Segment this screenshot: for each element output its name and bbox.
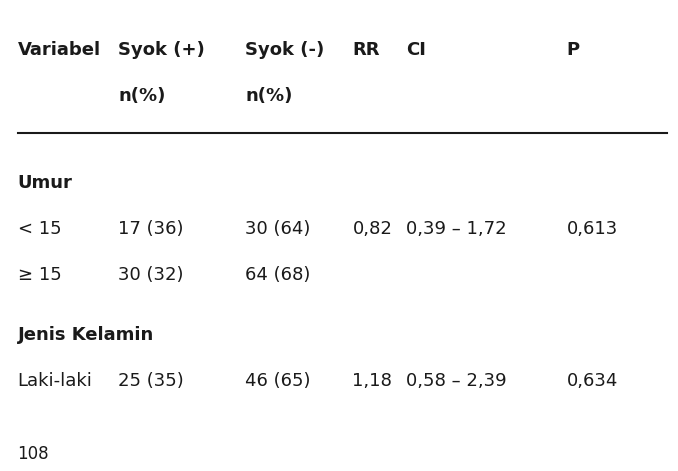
- Text: 64 (68): 64 (68): [245, 266, 311, 284]
- Text: ≥ 15: ≥ 15: [18, 266, 61, 284]
- Text: Syok (+): Syok (+): [118, 41, 205, 59]
- Text: 0,82: 0,82: [353, 220, 393, 238]
- Text: Syok (-): Syok (-): [245, 41, 325, 59]
- Text: 0,634: 0,634: [567, 372, 618, 390]
- Text: 30 (32): 30 (32): [118, 266, 184, 284]
- Text: 108: 108: [18, 445, 49, 463]
- Text: 25 (35): 25 (35): [118, 372, 184, 390]
- Text: Variabel: Variabel: [18, 41, 101, 59]
- Text: Umur: Umur: [18, 174, 73, 192]
- Text: 0,613: 0,613: [567, 220, 618, 238]
- Text: Jenis Kelamin: Jenis Kelamin: [18, 325, 154, 343]
- Text: 0,58 – 2,39: 0,58 – 2,39: [406, 372, 506, 390]
- Text: n(%): n(%): [245, 87, 293, 105]
- Text: P: P: [567, 41, 580, 59]
- Text: < 15: < 15: [18, 220, 61, 238]
- Text: CI: CI: [406, 41, 426, 59]
- Text: RR: RR: [353, 41, 380, 59]
- Text: 0,39 – 1,72: 0,39 – 1,72: [406, 220, 506, 238]
- Text: 46 (65): 46 (65): [245, 372, 311, 390]
- Text: n(%): n(%): [118, 87, 165, 105]
- Text: 30 (64): 30 (64): [245, 220, 311, 238]
- Text: 1,18: 1,18: [353, 372, 393, 390]
- Text: 17 (36): 17 (36): [118, 220, 184, 238]
- Text: Laki-laki: Laki-laki: [18, 372, 92, 390]
